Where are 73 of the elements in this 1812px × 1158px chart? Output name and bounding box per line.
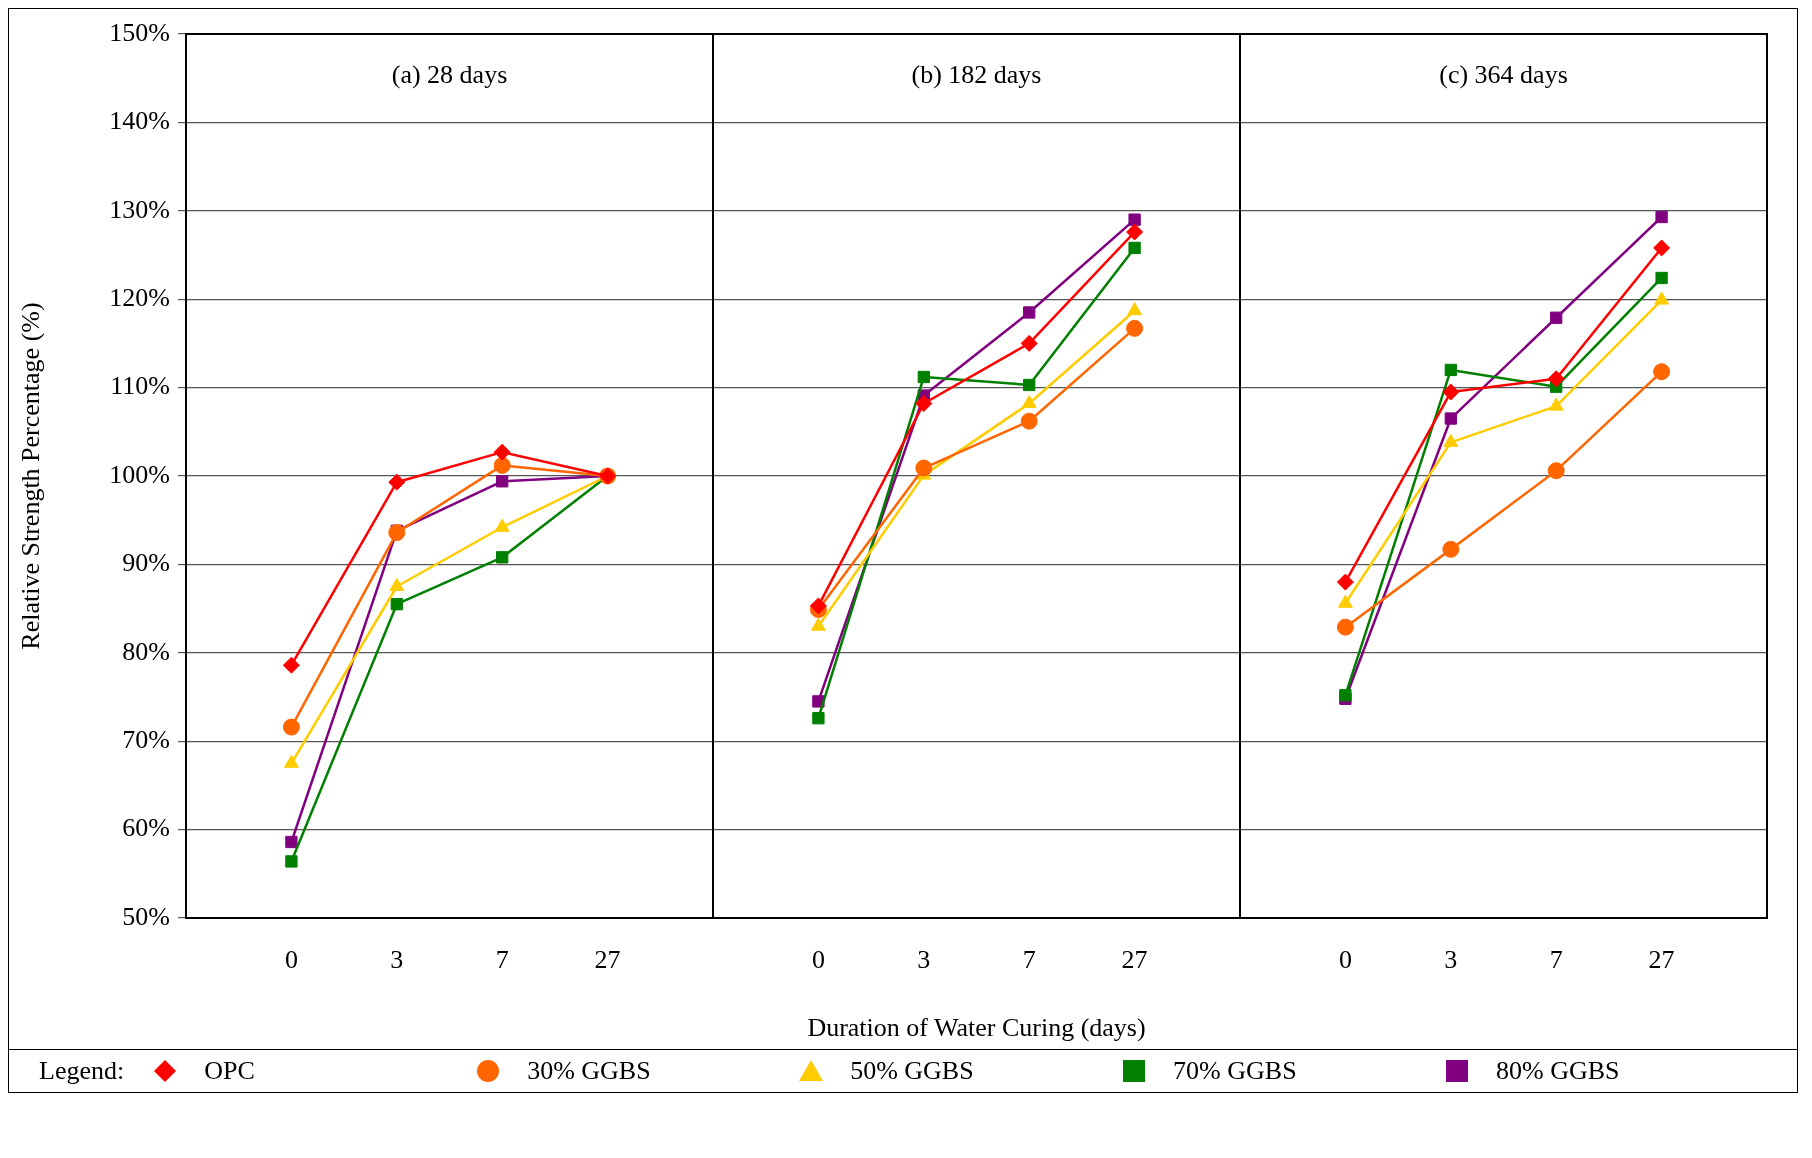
point bbox=[285, 855, 298, 868]
x-tick-label: 7 bbox=[495, 945, 509, 975]
point bbox=[1128, 241, 1141, 255]
point bbox=[282, 718, 300, 736]
x-tick-label: 27 bbox=[1121, 945, 1148, 975]
point bbox=[493, 456, 511, 474]
point bbox=[1128, 213, 1141, 226]
point bbox=[917, 370, 930, 384]
x-tick-label: 0 bbox=[284, 945, 298, 975]
y-tick-label: 50% bbox=[122, 901, 170, 931]
point bbox=[390, 598, 403, 611]
point bbox=[1126, 223, 1144, 241]
y-axis-title: Relative Strength Percentage (%) bbox=[16, 302, 46, 650]
x-axis-title: Duration of Water Curing (days) bbox=[807, 1013, 1146, 1043]
point bbox=[1127, 302, 1143, 316]
point bbox=[285, 835, 298, 849]
y-tick-label: 120% bbox=[109, 283, 170, 313]
x-tick-label: 3 bbox=[1444, 945, 1458, 975]
point bbox=[496, 551, 509, 564]
y-tick-label: 80% bbox=[122, 636, 170, 666]
point bbox=[1444, 412, 1457, 425]
x-tick-label: 27 bbox=[1648, 945, 1675, 975]
x-tick-label: 3 bbox=[390, 945, 404, 975]
legend-title: Legend: bbox=[39, 1056, 125, 1086]
point bbox=[1653, 239, 1671, 257]
point bbox=[1336, 573, 1354, 591]
x-tick-label: 7 bbox=[1022, 945, 1036, 975]
y-tick-label: 100% bbox=[109, 459, 170, 489]
point bbox=[493, 443, 511, 461]
point bbox=[1547, 370, 1565, 388]
point bbox=[1023, 378, 1036, 392]
x-tick-label: 3 bbox=[917, 945, 931, 975]
legend-label: 30% GGBS bbox=[527, 1056, 651, 1086]
y-tick-label: 140% bbox=[109, 106, 170, 136]
point bbox=[1336, 618, 1354, 636]
point bbox=[1020, 334, 1038, 352]
point bbox=[1655, 271, 1668, 285]
legend-label: 80% GGBS bbox=[1496, 1056, 1620, 1086]
point bbox=[1023, 306, 1036, 319]
legend-label: 50% GGBS bbox=[850, 1056, 974, 1086]
point bbox=[915, 395, 933, 413]
y-tick-label: 60% bbox=[122, 813, 170, 843]
point bbox=[388, 473, 406, 491]
x-tick-label: 27 bbox=[594, 945, 621, 975]
point bbox=[389, 578, 405, 591]
text: (a) 28 days bbox=[391, 59, 508, 89]
x-tick-label: 0 bbox=[811, 945, 825, 975]
point bbox=[1442, 540, 1460, 558]
point bbox=[1655, 210, 1668, 224]
y-tick-label: 150% bbox=[109, 17, 170, 47]
point bbox=[1126, 319, 1144, 337]
point bbox=[1547, 462, 1565, 480]
legend-label: 70% GGBS bbox=[1173, 1056, 1297, 1086]
point bbox=[282, 656, 300, 674]
y-tick-label: 70% bbox=[122, 725, 170, 755]
text: (c) 364 days bbox=[1439, 59, 1568, 89]
point bbox=[1021, 395, 1037, 409]
y-tick-label: 110% bbox=[110, 371, 170, 401]
point bbox=[1442, 383, 1460, 401]
point bbox=[1444, 363, 1457, 377]
y-tick-label: 90% bbox=[122, 548, 170, 578]
point bbox=[1550, 311, 1563, 324]
point bbox=[812, 712, 825, 725]
point bbox=[1020, 412, 1038, 430]
point bbox=[1653, 363, 1671, 381]
y-tick-label: 130% bbox=[109, 194, 170, 224]
legend-label: OPC bbox=[204, 1056, 255, 1086]
point bbox=[915, 459, 933, 477]
point bbox=[496, 475, 509, 488]
text: (b) 182 days bbox=[911, 59, 1042, 89]
x-tick-label: 7 bbox=[1549, 945, 1563, 975]
x-tick-label: 0 bbox=[1338, 945, 1352, 975]
point bbox=[388, 524, 406, 542]
